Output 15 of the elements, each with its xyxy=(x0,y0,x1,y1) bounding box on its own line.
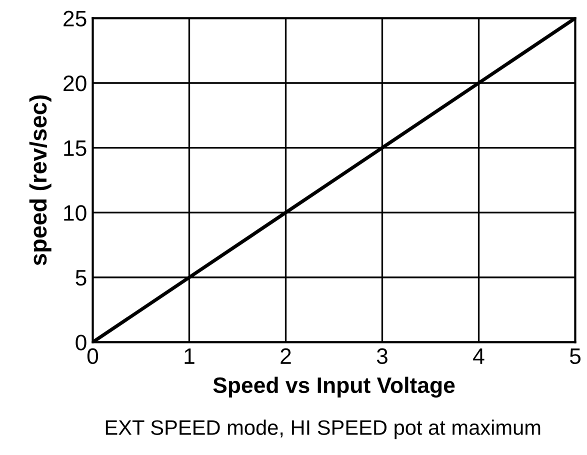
y-tick-label: 20 xyxy=(64,76,86,92)
text: EXT SPEED mode, HI SPEED pot at maximum xyxy=(106,420,540,440)
y-tick-label: 25 xyxy=(64,10,86,26)
y-tick-label: 10 xyxy=(64,205,86,221)
x-tick-label: 1 xyxy=(184,348,194,364)
x-tick-label: 4 xyxy=(473,348,484,364)
x-tick-label: 2 xyxy=(280,348,291,364)
y-tick-label: 5 xyxy=(76,270,86,286)
x-tick-label: 0 xyxy=(87,348,98,364)
x-axis-title: Speed vs Input Voltage xyxy=(213,376,455,398)
x-tick-label: 3 xyxy=(376,348,388,364)
y-tick-label: 0 xyxy=(76,334,86,350)
y-tick-label: 15 xyxy=(64,140,86,156)
y-axis-title: speed (rev/sec) xyxy=(29,95,52,266)
x-tick-label: 5 xyxy=(570,348,581,364)
